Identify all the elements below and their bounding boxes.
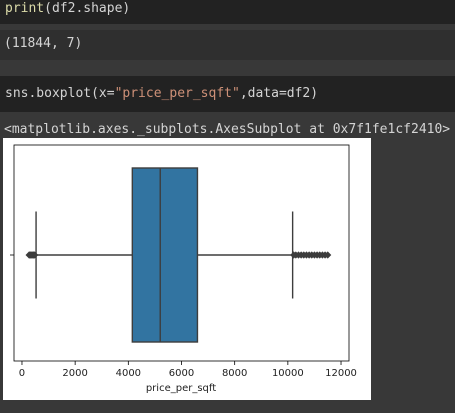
code-line-print[interactable]: print(df2.shape) [5, 1, 130, 16]
x-axis-label: price_per_sqft [146, 383, 216, 394]
iqr-box [132, 168, 197, 342]
code-cell-print[interactable]: print(df2.shape) [0, 0, 455, 24]
code-cell-boxplot[interactable]: sns.boxplot(x="price_per_sqft",data=df2) [0, 76, 455, 112]
cell-gap [0, 60, 455, 76]
plot-figure: 0 2000 4000 6000 8000 10000 12000 price_per_sq… [3, 138, 371, 400]
output-cell-shape: (11844, 7) [0, 30, 455, 60]
x-tick-label: 4000 [116, 368, 141, 379]
code-argument: df2.shape [52, 1, 122, 16]
code-rest: ,data=df2) [240, 86, 318, 101]
code-line-boxplot[interactable]: sns.boxplot(x="price_per_sqft",data=df2) [5, 86, 318, 101]
x-tick-label: 10000 [272, 368, 304, 379]
x-tick-label: 2000 [62, 368, 87, 379]
code-function: print [5, 1, 44, 16]
code-string-literal: "price_per_sqft" [115, 86, 240, 101]
code-paren-close: ) [122, 1, 130, 16]
code-keyword-arg: x= [99, 86, 115, 101]
code-paren-open: ( [44, 1, 52, 16]
axes-repr-text: <matplotlib.axes._subplots.AxesSubplot a… [4, 122, 450, 137]
x-tick-label: 12000 [325, 368, 357, 379]
boxplot-chart: 0 2000 4000 6000 8000 10000 12000 price_per_sq… [3, 138, 371, 400]
x-tick-label: 8000 [222, 368, 247, 379]
shape-output-text: (11844, 7) [4, 36, 82, 51]
x-tick-label: 6000 [169, 368, 194, 379]
x-tick-label: 0 [19, 368, 25, 379]
code-call: sns.boxplot( [5, 86, 99, 101]
